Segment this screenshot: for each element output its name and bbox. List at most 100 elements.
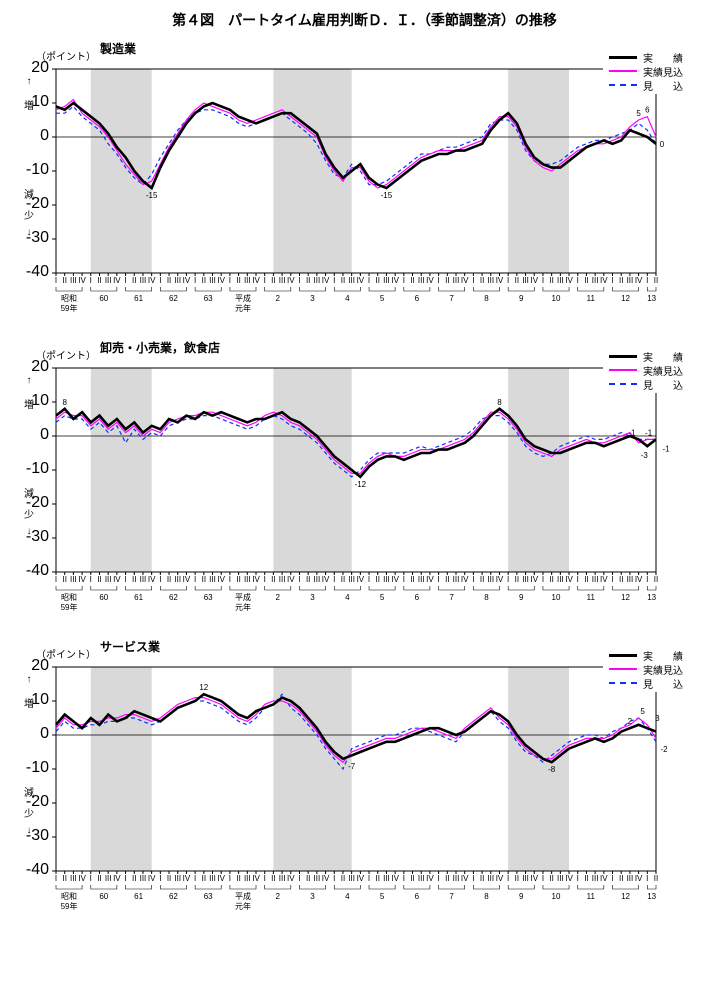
x-year-label: 昭和 (61, 892, 77, 901)
data-annotation: 8 (497, 398, 502, 407)
chart-svg: -40-30-20-1001020IIIIIIIVIIIIIIIVIIIIIII… (10, 358, 670, 618)
x-quarter-label: I (229, 874, 231, 883)
x-quarter-label: III (348, 276, 355, 285)
x-year-brace (543, 287, 569, 291)
x-quarter-label: IV (357, 874, 365, 883)
x-quarter-label: II (341, 874, 345, 883)
data-annotation: 0 (660, 140, 665, 149)
x-quarter-label: IV (322, 874, 330, 883)
x-year-brace (647, 586, 656, 590)
x-year-label: 3 (310, 892, 315, 901)
x-quarter-label: II (306, 276, 310, 285)
x-quarter-label: II (271, 874, 275, 883)
legend-label: 見 込 (643, 377, 683, 392)
x-quarter-label: III (70, 575, 77, 584)
x-quarter-label: IV (287, 874, 295, 883)
x-year-label: 62 (169, 294, 178, 303)
x-quarter-label: I (55, 575, 57, 584)
x-year-brace (508, 885, 534, 889)
x-quarter-label: I (55, 874, 57, 883)
data-annotation: 3 (655, 714, 660, 723)
x-quarter-label: IV (148, 276, 156, 285)
x-quarter-label: I (229, 575, 231, 584)
x-year-label: 2 (276, 294, 281, 303)
legend-label: 実績見込 (643, 64, 683, 79)
x-quarter-label: II (619, 874, 623, 883)
x-year-brace (508, 287, 534, 291)
data-annotation: 8 (62, 398, 67, 407)
x-year-brace (404, 287, 430, 291)
x-year-label: 61 (134, 593, 143, 602)
legend: 実 績実績見込見 込 (603, 646, 689, 692)
legend-label: 実 績 (643, 50, 683, 65)
legend-row: 見 込 (609, 78, 683, 92)
x-quarter-label: I (368, 874, 370, 883)
x-year-brace (439, 287, 465, 291)
x-quarter-label: I (333, 874, 335, 883)
x-year-label: 12 (621, 892, 630, 901)
x-quarter-label: II (619, 575, 623, 584)
x-year-label: 6 (415, 294, 420, 303)
x-year-sublabel: 元年 (235, 303, 251, 313)
x-quarter-label: III (453, 276, 460, 285)
legend-label: 見 込 (643, 78, 683, 93)
x-year-label: 平成 (235, 293, 251, 303)
x-year-label: 62 (169, 593, 178, 602)
x-year-brace (299, 287, 325, 291)
x-quarter-label: II (306, 874, 310, 883)
x-quarter-label: II (202, 575, 206, 584)
x-year-label: 11 (587, 593, 596, 602)
x-quarter-label: II (376, 874, 380, 883)
x-quarter-label: I (159, 276, 161, 285)
x-year-label: 11 (587, 294, 596, 303)
x-quarter-label: III (522, 575, 529, 584)
y-side-label: ↓ (22, 825, 36, 836)
x-quarter-label: IV (287, 276, 295, 285)
x-year-brace (473, 586, 499, 590)
legend-swatch (609, 355, 637, 358)
x-quarter-label: I (646, 575, 648, 584)
x-year-brace (369, 287, 395, 291)
x-year-brace (56, 586, 82, 590)
x-quarter-label: I (298, 575, 300, 584)
x-quarter-label: III (592, 874, 599, 883)
y-side-label: 減 (22, 485, 36, 500)
legend-row: 実 績 (609, 648, 683, 662)
x-quarter-label: IV (530, 276, 538, 285)
y-side-label: 少 (22, 805, 36, 820)
data-annotation: 5 (640, 707, 645, 716)
data-annotation: -8 (548, 765, 556, 774)
y-side-label: ↓ (22, 227, 36, 238)
x-year-sublabel: 元年 (235, 901, 251, 911)
x-quarter-label: IV (426, 575, 434, 584)
x-year-label: 8 (484, 294, 489, 303)
x-year-label: 2 (276, 892, 281, 901)
legend-swatch (609, 84, 637, 86)
x-quarter-label: III (557, 575, 564, 584)
x-year-brace (160, 885, 186, 889)
x-quarter-label: I (472, 874, 474, 883)
x-quarter-label: I (368, 276, 370, 285)
y-unit-label: （ポイント） (36, 646, 96, 661)
x-year-brace (404, 586, 430, 590)
x-quarter-label: I (159, 874, 161, 883)
recession-band (91, 69, 152, 273)
legend-label: 実績見込 (643, 363, 683, 378)
data-annotation: -12 (355, 480, 367, 489)
chart-service: サービス業（ポイント）↑増減少↓実 績実績見込見 込-40-30-20-1001… (10, 638, 709, 917)
x-year-brace (369, 586, 395, 590)
y-tick-label: 0 (40, 426, 49, 443)
x-quarter-label: III (592, 276, 599, 285)
x-quarter-label: II (132, 575, 136, 584)
x-quarter-label: III (383, 874, 390, 883)
x-quarter-label: IV (391, 874, 399, 883)
x-quarter-label: I (124, 276, 126, 285)
x-quarter-label: IV (496, 575, 504, 584)
x-quarter-label: II (584, 575, 588, 584)
x-quarter-label: III (487, 874, 494, 883)
x-quarter-label: IV (183, 575, 191, 584)
x-quarter-label: III (487, 276, 494, 285)
x-year-label: 8 (484, 593, 489, 602)
x-quarter-label: II (97, 575, 101, 584)
x-year-brace (613, 287, 639, 291)
